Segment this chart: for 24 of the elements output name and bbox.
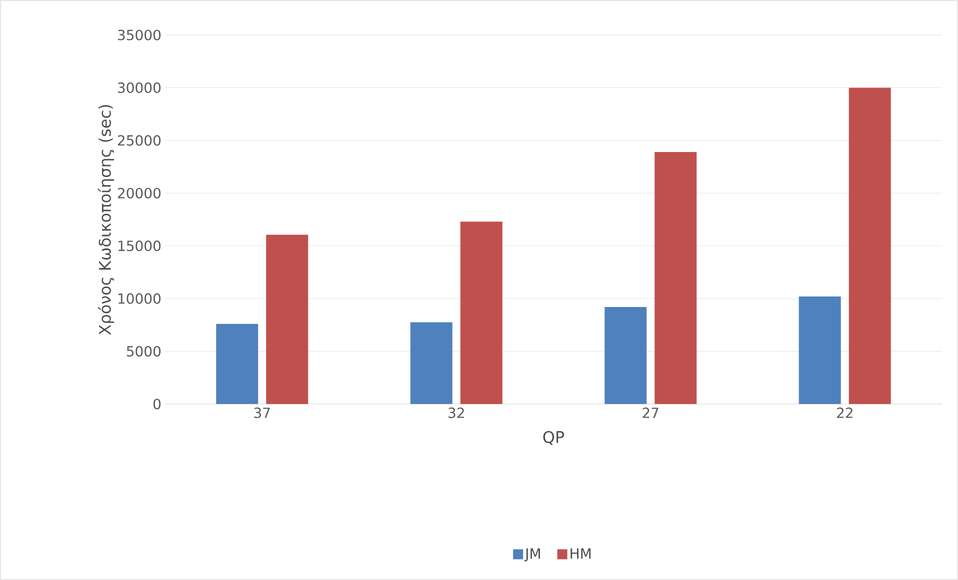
y-tick-label: 30000 [118,82,161,94]
y-tick-label: 20000 [118,188,161,198]
bar [460,222,502,404]
bar [216,324,258,404]
y-tick-label: 0 [153,398,161,410]
x-tick-label: 22 [836,408,852,418]
x-tick-label: 37 [254,408,270,418]
bar [266,234,308,404]
x-tick-label: 27 [642,408,658,418]
bar [798,296,841,404]
y-tick-label: 10000 [118,293,161,304]
bar [654,152,697,404]
y-tick-label: 35000 [118,30,161,40]
y-tick-label: 5000 [126,346,161,357]
legend-label: JM [524,548,540,562]
y-axis-title: Χρόνος Κωδικοποίησης (sec) [98,105,114,335]
legend-label: HM [570,548,591,559]
bar [410,322,452,404]
x-tick-label: 32 [448,408,464,418]
bar [848,88,891,404]
y-tick-label: 25000 [118,135,161,146]
bar [604,306,647,404]
x-axis-title: QP [543,430,564,445]
y-tick-label: 15000 [118,240,161,252]
